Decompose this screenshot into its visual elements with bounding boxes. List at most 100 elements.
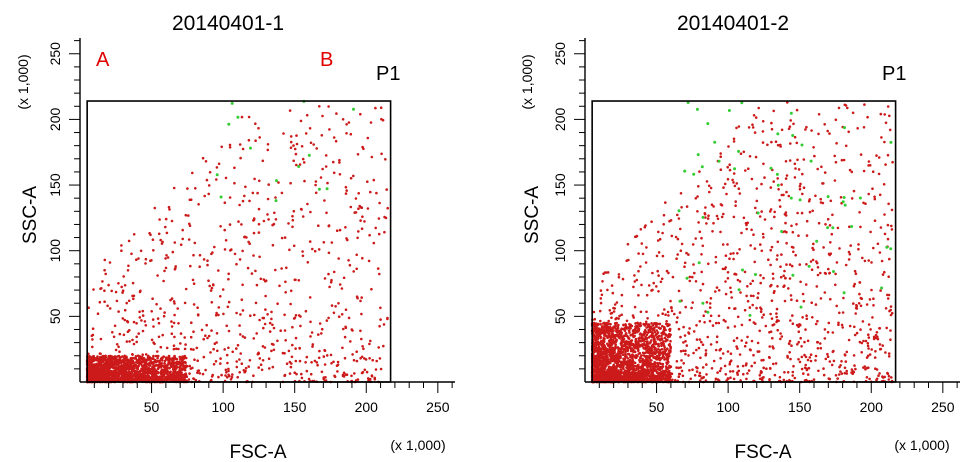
data-point (101, 280, 104, 283)
data-point (839, 370, 842, 373)
data-point (732, 172, 736, 175)
data-point (141, 309, 145, 313)
data-point (715, 340, 719, 344)
data-point (257, 366, 261, 369)
data-point (366, 136, 370, 140)
data-point (283, 313, 286, 317)
data-point (238, 143, 242, 146)
data-point (361, 256, 364, 260)
data-point (91, 338, 94, 341)
data-point (368, 233, 371, 237)
data-point (881, 375, 884, 378)
data-point (261, 316, 265, 320)
data-point (778, 198, 781, 202)
data-point (362, 347, 365, 351)
data-point (281, 351, 285, 355)
data-point (689, 377, 692, 381)
data-point (166, 363, 169, 366)
data-point (639, 228, 643, 231)
data-point (664, 201, 667, 204)
data-point (837, 106, 841, 110)
data-point (274, 218, 278, 221)
data-point (596, 336, 600, 339)
data-point (261, 359, 265, 362)
data-point (307, 153, 311, 157)
data-point (691, 368, 694, 372)
data-point (186, 187, 189, 190)
data-point (658, 322, 661, 326)
data-point (673, 312, 676, 316)
data-point (723, 182, 727, 186)
data-point (322, 241, 326, 244)
data-point (370, 287, 373, 291)
data-point (100, 378, 103, 382)
data-point (224, 368, 228, 372)
data-point (676, 316, 679, 319)
data-point (616, 325, 620, 328)
data-point (358, 204, 362, 208)
data-point (755, 306, 758, 310)
data-point (295, 134, 298, 137)
data-point (172, 362, 175, 366)
data-point (813, 154, 816, 158)
data-point (155, 378, 159, 382)
data-point (626, 242, 630, 246)
data-point (132, 320, 136, 324)
data-point (157, 321, 161, 325)
data-point (363, 220, 366, 223)
data-point (769, 312, 772, 316)
data-point (289, 302, 292, 306)
data-point (809, 359, 813, 363)
data-point (771, 336, 774, 340)
data-point (178, 360, 181, 364)
data-point (812, 146, 815, 149)
data-point (207, 184, 211, 187)
data-point (671, 275, 675, 279)
data-point (360, 296, 364, 299)
data-point (196, 306, 199, 310)
data-point (769, 208, 773, 211)
data-point (210, 286, 214, 290)
data-point (274, 199, 278, 203)
data-point (721, 243, 725, 246)
data-point (306, 202, 309, 206)
data-point (679, 249, 683, 252)
data-point (656, 337, 660, 341)
data-point (161, 359, 164, 362)
data-point (890, 208, 894, 212)
data-point (726, 271, 730, 274)
data-point (113, 324, 117, 328)
data-point (248, 242, 251, 245)
plot-title: 20140401-2 (677, 12, 789, 35)
data-point (774, 140, 778, 143)
data-point (701, 282, 705, 286)
data-point (304, 309, 308, 313)
data-point (746, 299, 750, 303)
data-point (294, 152, 298, 156)
data-point (698, 170, 701, 173)
data-point (263, 322, 267, 326)
data-point (847, 338, 851, 342)
data-point (777, 188, 780, 191)
data-point (228, 146, 232, 149)
data-point (313, 249, 317, 253)
data-point (231, 373, 234, 376)
data-point (346, 238, 349, 242)
data-point (758, 215, 762, 218)
data-point (132, 233, 136, 236)
data-point (255, 332, 258, 335)
data-point (370, 155, 374, 159)
data-point (345, 123, 348, 126)
data-point (347, 259, 350, 262)
y-tick-label: 50 (47, 308, 63, 324)
data-point (814, 303, 818, 306)
data-point (749, 348, 752, 352)
data-point (330, 241, 334, 244)
data-point (141, 329, 145, 333)
data-point (271, 243, 275, 247)
data-point (368, 357, 371, 360)
data-point (623, 327, 626, 331)
data-point (106, 362, 109, 365)
data-point (653, 337, 656, 341)
data-point (772, 180, 775, 183)
